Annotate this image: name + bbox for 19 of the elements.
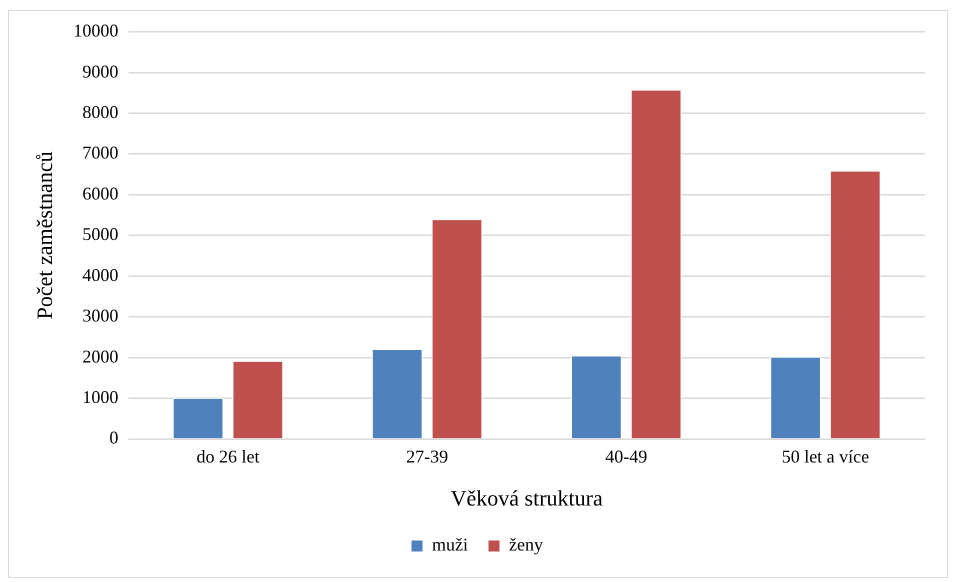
legend-label: ženy: [509, 534, 543, 555]
y-axis-title: Počet zaměstnanců: [32, 151, 57, 320]
x-tick-label: do 26 let: [196, 446, 260, 467]
legend-label: muži: [432, 534, 468, 555]
y-tick-label: 3000: [82, 306, 118, 326]
y-tick-label: 2000: [82, 346, 118, 366]
y-tick-label: 4000: [82, 264, 118, 285]
y-tick-label: 9000: [82, 61, 118, 82]
x-axis-title: Věková struktura: [450, 486, 603, 511]
x-tick-label: 50 let a více: [782, 446, 870, 467]
y-tick-label: 0: [109, 428, 118, 448]
y-tick-label: 10000: [73, 20, 118, 41]
x-tick-label: 27-39: [406, 446, 448, 467]
y-tick-label: 6000: [82, 183, 118, 204]
y-tick-label: 1000: [82, 387, 118, 408]
y-tick-label: 8000: [82, 102, 118, 122]
x-tick-label: 40-49: [605, 446, 648, 467]
y-tick-label: 5000: [82, 224, 118, 244]
y-tick-label: 7000: [82, 142, 118, 163]
